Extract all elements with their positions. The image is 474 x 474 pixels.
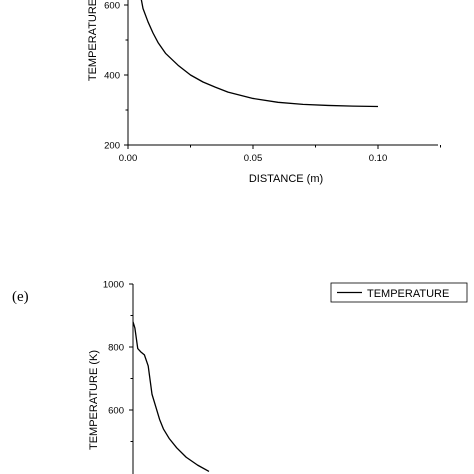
top-y-axis-label: TEMPERATURE xyxy=(87,0,99,81)
bottom-y-tick-label: 600 xyxy=(108,406,124,417)
top-axes xyxy=(127,0,438,146)
bottom-y-tick-label: 1000 xyxy=(103,280,124,291)
top-x-tick-label: 0.10 xyxy=(369,153,388,164)
top-y-tick-label: 400 xyxy=(104,71,120,82)
top-x-axis-label: DISTANCE (m) xyxy=(249,173,323,185)
top-series-line xyxy=(140,0,379,108)
top-x-tick-label: 0.05 xyxy=(244,153,263,164)
top-series xyxy=(140,0,379,108)
bottom-y-axis-label: TEMPERATURE (K) xyxy=(88,350,100,450)
top-y-tick-label: 200 xyxy=(104,141,120,152)
legend-label: TEMPERATURE xyxy=(367,288,449,300)
legend-box xyxy=(330,282,468,303)
bottom-series-line xyxy=(132,321,210,472)
bottom-chart: (e) 1000 800 600 TEMPERATURE (K) TEMPERATU… xyxy=(12,280,468,474)
panel-label: (e) xyxy=(12,289,29,305)
bottom-y-tick-label: 800 xyxy=(108,343,124,354)
bottom-ticks: 1000 800 600 xyxy=(103,280,133,442)
legend: TEMPERATURE xyxy=(330,282,468,303)
top-chart: 0.00 0.05 0.10 200 400 600 DISTANCE (m) TEMPE… xyxy=(87,0,441,185)
top-ticks: 0.00 0.05 0.10 200 400 600 xyxy=(104,1,441,164)
top-y-tick-label: 600 xyxy=(104,1,120,12)
bottom-series xyxy=(132,321,210,472)
top-x-tick-label: 0.00 xyxy=(119,153,138,164)
